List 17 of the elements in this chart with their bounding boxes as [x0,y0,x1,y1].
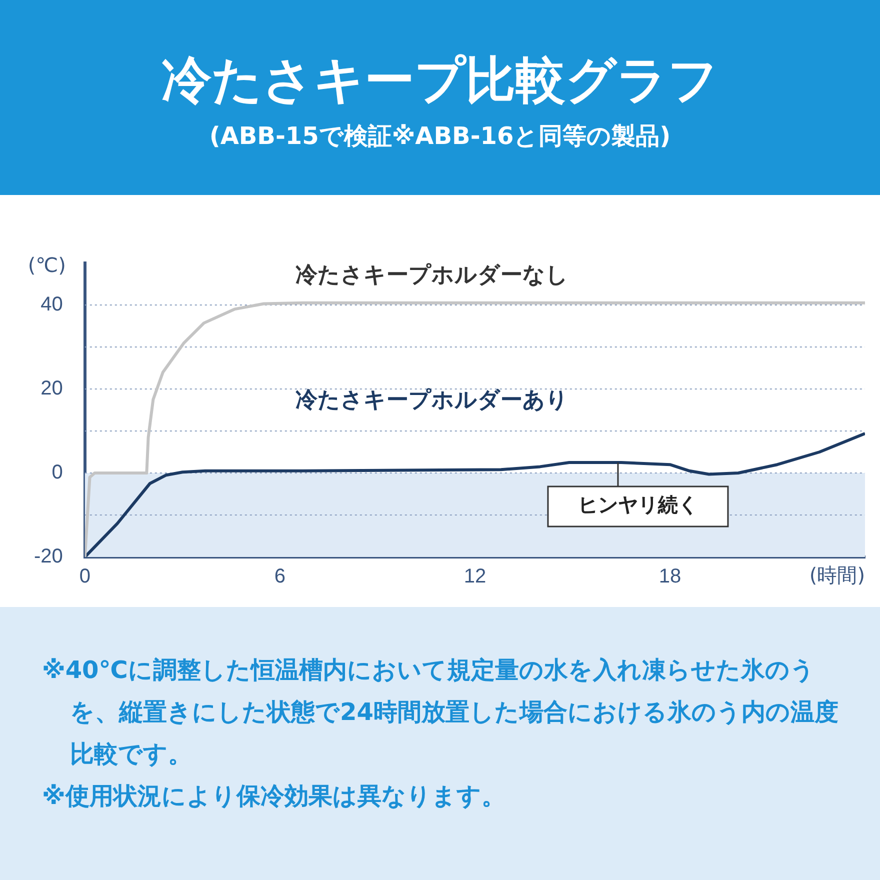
annotation: ヒンヤリ続く [578,492,698,517]
chart-title: 冷たさキープ比較グラフ [160,50,720,110]
x-tick-label: 18 [658,566,682,588]
x-axis-title: (時間) [809,563,865,588]
x-tick-label: 0 [79,566,90,588]
x-tick-label: 6 [274,566,286,588]
y-tick-label: 0 [52,462,63,484]
y-tick-label: -20 [34,546,63,568]
text: 冷たさキープホルダーあり [296,388,569,413]
text: ※使用状況により保冷効果は異なります。 [42,781,506,812]
y-axis-title: (℃) [28,253,66,278]
y-tick-label: 20 [40,378,63,400]
y-tick-label: 40 [40,294,63,316]
series-label: 冷たさキープホルダーなし [296,262,569,288]
x-tick-label: 12 [464,566,486,588]
text: ※40℃に調整した恒温槽内において規定量の水を入れ凍らせた氷のうを、縦置きにした状態で24時間放置した場合における氷のう内の温度比較です。 [42,655,840,770]
chart-subtitle: (ABB-15で検証※ABB-16と同等の製品) [208,121,672,152]
